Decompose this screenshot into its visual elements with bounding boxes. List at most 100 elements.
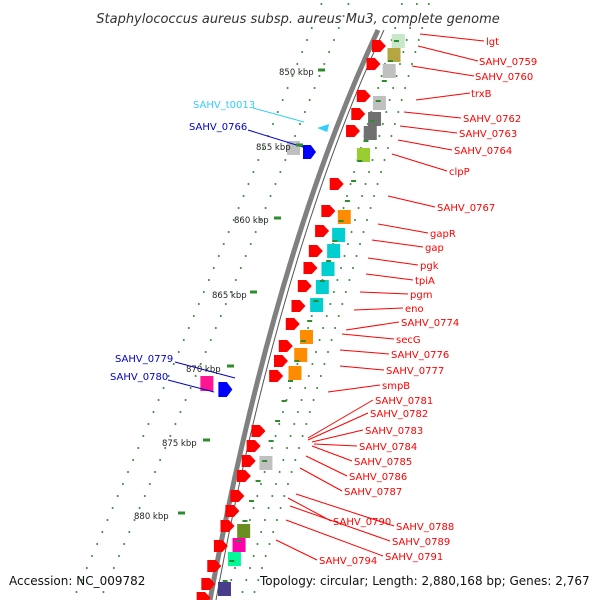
gene-box	[288, 366, 302, 380]
gene-label: SAHV_0790	[333, 517, 391, 528]
gene-label: SAHV_0788	[396, 522, 454, 533]
ring-dot	[390, 135, 393, 137]
ring-dot	[291, 75, 294, 77]
leader-line	[311, 429, 364, 443]
ring-dot	[252, 507, 255, 509]
ring-dot	[197, 303, 200, 305]
ring-dot	[355, 255, 358, 257]
ring-dot	[282, 459, 285, 461]
ring-dot	[305, 39, 308, 41]
gene-label: SAHV_0764	[454, 146, 512, 157]
ring-dot	[247, 183, 250, 185]
ring-dot	[102, 591, 105, 593]
ring-dot	[398, 63, 401, 65]
leader-line	[174, 361, 236, 379]
gene-box	[200, 376, 214, 391]
gene-box	[294, 348, 308, 362]
ring-dot	[264, 207, 267, 209]
ring-dot	[262, 147, 265, 149]
ring-dot	[157, 399, 160, 401]
tick-mark	[344, 200, 350, 202]
tick-mark	[369, 120, 375, 122]
ring-dot	[172, 363, 175, 365]
ring-dot	[307, 375, 310, 377]
gene-label: SAHV_0777	[386, 366, 444, 377]
ring-dot	[174, 423, 177, 425]
forward-gene-arrow	[220, 520, 235, 532]
ring-dot	[383, 159, 386, 161]
leader-line	[417, 45, 479, 62]
gene-box	[372, 96, 386, 110]
forward-gene-arrow	[201, 578, 216, 590]
ring-dot	[159, 459, 162, 461]
ring-dot	[275, 519, 278, 521]
tick-mark	[229, 560, 235, 562]
tick-mark	[387, 60, 393, 62]
gene-label: SAHV_0789	[392, 537, 450, 548]
ring-dot	[339, 267, 342, 269]
gene-box	[217, 582, 231, 596]
tick-mark	[268, 440, 274, 442]
gene-box	[315, 280, 329, 294]
tick-mark	[281, 400, 287, 402]
forward-gene-arrow	[356, 90, 371, 102]
ring-dot	[353, 171, 356, 173]
ring-dot	[267, 507, 270, 509]
ring-dot	[364, 183, 367, 185]
leader-line	[252, 107, 305, 123]
tick-mark	[255, 480, 261, 482]
ring-dot	[400, 99, 403, 101]
ring-dot	[276, 111, 279, 113]
leader-line	[411, 65, 475, 77]
ring-dot	[219, 315, 222, 317]
ring-dot	[354, 219, 357, 221]
ring-dot	[350, 231, 353, 233]
tick-mark	[222, 580, 228, 582]
position-ticks	[178, 40, 399, 582]
tick-mark	[262, 460, 268, 462]
ring-dot	[112, 567, 115, 569]
ring-dot	[318, 75, 321, 77]
ring-dot	[305, 423, 308, 425]
ring-dot	[241, 591, 244, 593]
leader-line	[287, 497, 332, 522]
tick-mark	[338, 220, 344, 222]
ring-dot	[96, 543, 99, 545]
forward-gene-arrow	[346, 125, 361, 137]
ring-dot	[260, 531, 263, 533]
ring-dot	[336, 279, 339, 281]
tick-mark	[381, 80, 387, 82]
ring-dot	[373, 195, 376, 197]
ring-dot	[101, 531, 104, 533]
ring-dot	[279, 507, 282, 509]
ring-dot	[296, 63, 299, 65]
leader-line	[399, 125, 458, 134]
ring-dot	[232, 219, 235, 221]
forward-gene-arrow	[297, 280, 312, 292]
ring-dot	[199, 363, 202, 365]
tick-labels: 850 kbp 855 kbp 860 kbp 865 kbp 870 kbp …	[134, 68, 314, 522]
ring-dot	[274, 183, 277, 185]
gene-label: clpP	[449, 167, 470, 178]
ring-dot	[284, 159, 287, 161]
forward-gene-arrow	[278, 340, 293, 352]
gene-label: trxB	[471, 89, 492, 100]
ring-dot	[421, 27, 424, 29]
ring-dot	[404, 87, 407, 89]
ring-dot	[224, 303, 227, 305]
tick-mark	[326, 260, 332, 262]
leader-line	[305, 455, 348, 477]
ring-dot	[272, 531, 275, 533]
tick-label: 855 kbp	[256, 143, 291, 153]
ring-dot	[154, 471, 157, 473]
ring-dot	[270, 447, 273, 449]
right-gene-labels: lgt SAHV_0759 SAHV_0760 trxB SAHV_0762 S…	[319, 37, 537, 567]
ring-dot	[312, 399, 315, 401]
ring-dot	[385, 111, 388, 113]
leader-line	[307, 399, 374, 439]
ring-dot	[407, 75, 410, 77]
ring-dot	[257, 579, 260, 581]
ring-dot	[378, 135, 381, 137]
ring-dot	[342, 15, 345, 17]
tick-label: 860 kbp	[234, 216, 269, 226]
